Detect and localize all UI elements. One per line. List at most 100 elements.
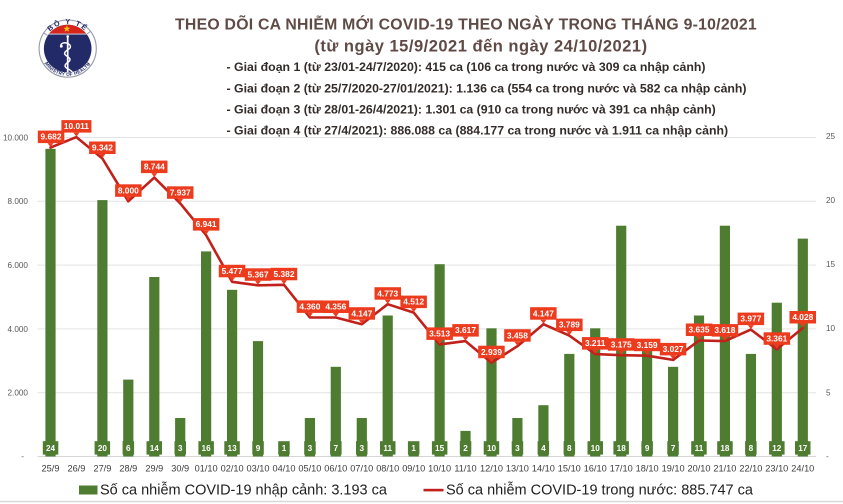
svg-text:4.147: 4.147 — [533, 308, 554, 318]
svg-text:-: - — [826, 452, 829, 461]
svg-text:1: 1 — [411, 444, 416, 453]
svg-text:15: 15 — [826, 260, 836, 269]
svg-text:29/9: 29/9 — [145, 463, 163, 473]
svg-text:15: 15 — [435, 444, 445, 453]
svg-text:17: 17 — [798, 444, 808, 453]
svg-text:16/10: 16/10 — [584, 463, 607, 473]
svg-text:10: 10 — [591, 444, 601, 453]
svg-text:5.477: 5.477 — [222, 266, 243, 276]
svg-text:13: 13 — [228, 444, 238, 453]
svg-text:5.382: 5.382 — [274, 269, 295, 279]
svg-text:24: 24 — [46, 444, 56, 453]
svg-text:02/10: 02/10 — [221, 463, 244, 473]
svg-text:20/10: 20/10 — [688, 463, 711, 473]
svg-text:- Giai đoạn 1 (từ 23/01-24/7/2: - Giai đoạn 1 (từ 23/01-24/7/2020): 415 … — [227, 60, 706, 74]
svg-text:13/10: 13/10 — [506, 463, 529, 473]
svg-text:2.939: 2.939 — [481, 347, 502, 357]
svg-text:8: 8 — [749, 444, 754, 453]
svg-text:(từ ngày 15/9/2021 đến ngày 24: (từ ngày 15/9/2021 đến ngày 24/10/2021) — [314, 38, 647, 56]
svg-text:6.000: 6.000 — [8, 261, 29, 270]
svg-text:03/10: 03/10 — [247, 463, 270, 473]
svg-text:10: 10 — [487, 444, 497, 453]
svg-text:18/10: 18/10 — [636, 463, 659, 473]
svg-text:5: 5 — [826, 388, 831, 397]
svg-text:- Giai đoạn 2 (từ 25/7/2020-27: - Giai đoạn 2 (từ 25/7/2020-27/01/2021):… — [227, 81, 747, 95]
svg-text:07/10: 07/10 — [350, 463, 373, 473]
svg-text:3.159: 3.159 — [637, 340, 658, 350]
svg-text:4.360: 4.360 — [299, 302, 320, 312]
svg-text:1: 1 — [282, 444, 287, 453]
svg-text:2.000: 2.000 — [8, 389, 29, 398]
svg-text:27/9: 27/9 — [93, 463, 111, 473]
svg-text:2: 2 — [463, 444, 468, 453]
svg-text:5.367: 5.367 — [248, 269, 269, 279]
svg-text:18: 18 — [720, 444, 730, 453]
svg-text:8.000: 8.000 — [118, 185, 139, 195]
svg-text:09/10: 09/10 — [402, 463, 425, 473]
svg-text:Số ca nhiễm COVID-19 nhập cảnh: Số ca nhiễm COVID-19 nhập cảnh: 3.193 ca — [100, 482, 388, 499]
svg-text:7: 7 — [671, 444, 676, 453]
svg-text:10.011: 10.011 — [64, 121, 89, 131]
svg-text:3.211: 3.211 — [585, 338, 606, 348]
svg-text:22/10: 22/10 — [739, 463, 762, 473]
svg-text:20: 20 — [826, 196, 836, 205]
svg-text:21/10: 21/10 — [713, 463, 736, 473]
svg-text:06/10: 06/10 — [324, 463, 347, 473]
svg-text:25: 25 — [826, 132, 836, 141]
svg-text:8: 8 — [567, 444, 572, 453]
svg-text:3.635: 3.635 — [689, 325, 710, 335]
svg-text:12: 12 — [772, 444, 782, 453]
svg-text:17/10: 17/10 — [610, 463, 633, 473]
svg-text:4.147: 4.147 — [351, 308, 372, 318]
svg-text:THEO DÕI CA NHIỄM MỚI COVID-19: THEO DÕI CA NHIỄM MỚI COVID-19 THEO NGÀY… — [175, 14, 757, 34]
svg-text:3.175: 3.175 — [611, 339, 632, 349]
svg-text:04/10: 04/10 — [273, 463, 296, 473]
svg-text:14: 14 — [150, 444, 160, 453]
svg-text:3: 3 — [308, 444, 313, 453]
svg-text:11/10: 11/10 — [454, 463, 476, 473]
svg-text:7: 7 — [334, 444, 339, 453]
svg-text:4.000: 4.000 — [8, 325, 29, 334]
svg-text:4.028: 4.028 — [792, 312, 813, 322]
svg-text:23/10: 23/10 — [765, 463, 788, 473]
svg-text:3: 3 — [515, 444, 520, 453]
svg-text:3.617: 3.617 — [455, 325, 476, 335]
svg-text:3.458: 3.458 — [507, 330, 528, 340]
svg-text:25/9: 25/9 — [42, 463, 60, 473]
svg-text:8.000: 8.000 — [8, 197, 29, 206]
svg-text:3.618: 3.618 — [714, 325, 735, 335]
svg-text:01/10: 01/10 — [195, 463, 218, 473]
svg-text:12/10: 12/10 — [480, 463, 503, 473]
svg-text:4.512: 4.512 — [403, 297, 424, 307]
svg-text:10: 10 — [826, 324, 836, 333]
svg-text:26/9: 26/9 — [67, 463, 85, 473]
svg-text:3.361: 3.361 — [766, 333, 787, 343]
svg-text:3.977: 3.977 — [740, 314, 761, 324]
svg-text:3.513: 3.513 — [429, 329, 450, 339]
svg-text:3: 3 — [178, 444, 183, 453]
svg-text:8.744: 8.744 — [144, 162, 165, 172]
svg-text:Số ca nhiễm COVID-19 trong nướ: Số ca nhiễm COVID-19 trong nước: 885.747… — [446, 482, 754, 499]
svg-text:3.789: 3.789 — [559, 320, 580, 330]
svg-text:08/10: 08/10 — [376, 463, 399, 473]
svg-text:19/10: 19/10 — [662, 463, 685, 473]
svg-text:- Giai đoạn 4 (từ 27/4/2021):: - Giai đoạn 4 (từ 27/4/2021): 886.088 ca… — [227, 124, 729, 138]
svg-text:3.027: 3.027 — [663, 344, 684, 354]
svg-text:3: 3 — [360, 444, 365, 453]
svg-text:- Giai đoạn 3 (từ 28/01-26/4/2: - Giai đoạn 3 (từ 28/01-26/4/2021): 1.30… — [227, 102, 716, 116]
svg-text:20: 20 — [98, 444, 108, 453]
svg-text:9.682: 9.682 — [41, 132, 62, 142]
svg-text:18: 18 — [617, 444, 627, 453]
svg-text:30/9: 30/9 — [171, 463, 189, 473]
svg-text:6.941: 6.941 — [196, 219, 217, 229]
svg-text:6: 6 — [126, 444, 131, 453]
svg-text:11: 11 — [383, 444, 392, 453]
svg-text:4.773: 4.773 — [377, 288, 398, 298]
svg-text:05/10: 05/10 — [298, 463, 321, 473]
svg-text:24/10: 24/10 — [791, 463, 814, 473]
svg-text:14/10: 14/10 — [532, 463, 555, 473]
svg-text:10/10: 10/10 — [428, 463, 451, 473]
svg-text:15/10: 15/10 — [558, 463, 581, 473]
svg-text:4: 4 — [541, 444, 546, 453]
svg-text:9.342: 9.342 — [92, 143, 113, 153]
